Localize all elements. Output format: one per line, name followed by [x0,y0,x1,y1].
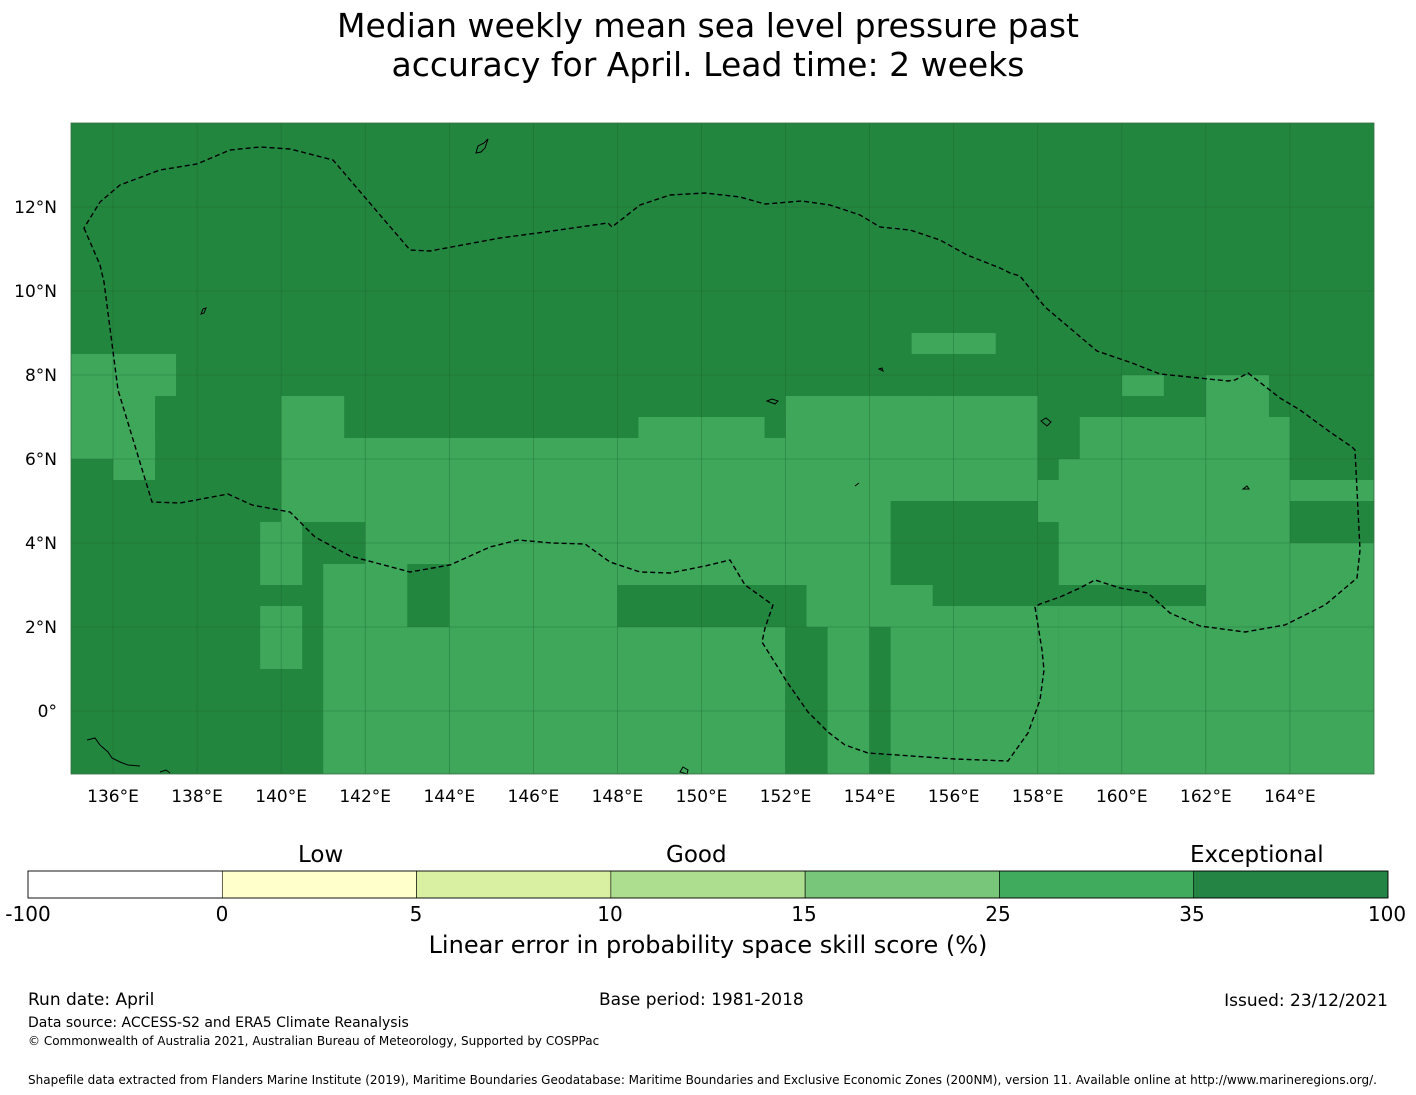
skill-cell [1079,417,1290,459]
longitude-label: 160°E [1096,787,1148,807]
shapefile-credit: Shapefile data extracted from Flanders M… [28,1073,1377,1087]
longitude-label: 144°E [423,787,475,807]
longitude-label: 154°E [844,787,896,807]
colorbar [27,870,1389,899]
longitude-label: 162°E [1180,787,1232,807]
colorbar-segment [27,870,223,899]
latitude-label: 8°N [25,366,57,386]
island-small-3 [877,367,884,372]
skill-cell [1058,606,1206,774]
colorbar-segment [221,870,417,899]
skill-cell [323,627,450,774]
island-small-2 [765,398,779,405]
skill-cell [1268,480,1374,501]
data-source: Data source: ACCESS-S2 and ERA5 Climate … [28,1015,409,1031]
latitude-label: 2°N [25,618,57,638]
longitude-label: 140°E [255,787,307,807]
skill-cell [785,396,828,417]
title-line-1: Median weekly mean sea level pressure pa… [337,6,1079,45]
island-outlines [86,138,1250,775]
longitude-label: 158°E [1012,787,1064,807]
longitude-label: 156°E [928,787,980,807]
skill-cell [1205,375,1269,417]
issued-date: Issued: 23/12/2021 [1224,991,1388,1011]
skill-cell [827,627,870,774]
longitude-label: 152°E [760,787,812,807]
latitude-label: 12°N [14,198,57,218]
island-png-north [86,737,141,767]
longitude-label: 136°E [87,787,139,807]
copyright: © Commonwealth of Australia 2021, Austra… [28,1034,600,1048]
colorbar-segment [999,870,1195,899]
colorbar-tick: 35 [1179,902,1205,926]
skill-cell [1037,480,1122,522]
skill-cell [1121,375,1164,396]
island-small-5 [159,769,171,774]
skill-cell [512,480,618,501]
longitude-label: 164°E [1264,787,1316,807]
category-exceptional: Exceptional [1190,842,1324,868]
longitude-label: 146°E [508,787,560,807]
eez-boundary [83,146,1361,762]
island-small-1 [679,766,689,775]
colorbar-tick: -100 [5,902,51,926]
longitude-label: 138°E [171,787,223,807]
skill-cell [1205,501,1290,543]
colorbar-segment [1193,870,1389,899]
island-small-4 [854,482,860,487]
island-chuuk [1040,417,1052,427]
colorbar-frame [27,870,1389,899]
base-period: Base period: 1981-2018 [599,990,804,1010]
longitude-label: 148°E [592,787,644,807]
colorbar-tick: 0 [215,902,229,926]
category-low: Low [298,842,344,868]
island-yap [200,307,207,315]
longitude-labels: 136°E 138°E 140°E 142°E 144°E 146°E 148°E 150°E… [87,787,1316,807]
latitude-labels: 12°N 10°N 8°N 6°N 4°N 2°N 0° [14,198,57,722]
island-pohnpei-small [1241,485,1250,490]
colorbar-tick: 100 [1367,902,1407,926]
map-cells [71,123,1374,774]
latitude-label: 6°N [25,450,57,470]
chart-title: Median weekly mean sea level pressure pa… [0,6,1416,84]
colorbar-segment [610,870,806,899]
skill-cell [533,522,618,543]
longitude-label: 142°E [339,787,391,807]
island-guam [475,138,489,154]
colorbar-tick: 10 [597,902,623,926]
category-good: Good [666,842,727,868]
colorbar-tick: 15 [791,902,817,926]
colorbar-label: Linear error in probability space skill … [428,931,988,959]
colorbar-segment [804,870,1000,899]
colorbar-segment [416,870,612,899]
map-frame [70,122,1375,775]
map-gridlines [71,123,1374,774]
colorbar-tick: 25 [985,902,1011,926]
skill-cell [281,396,345,438]
latitude-label: 10°N [14,282,57,302]
skill-cell [890,606,1059,774]
skill-cell [848,396,933,417]
run-date: Run date: April [28,990,155,1010]
colorbar-tick: 5 [409,902,423,926]
longitude-label: 150°E [676,787,728,807]
title-line-2: accuracy for April. Lead time: 2 weeks [391,45,1025,84]
latitude-label: 0° [38,702,57,722]
latitude-label: 4°N [25,534,57,554]
